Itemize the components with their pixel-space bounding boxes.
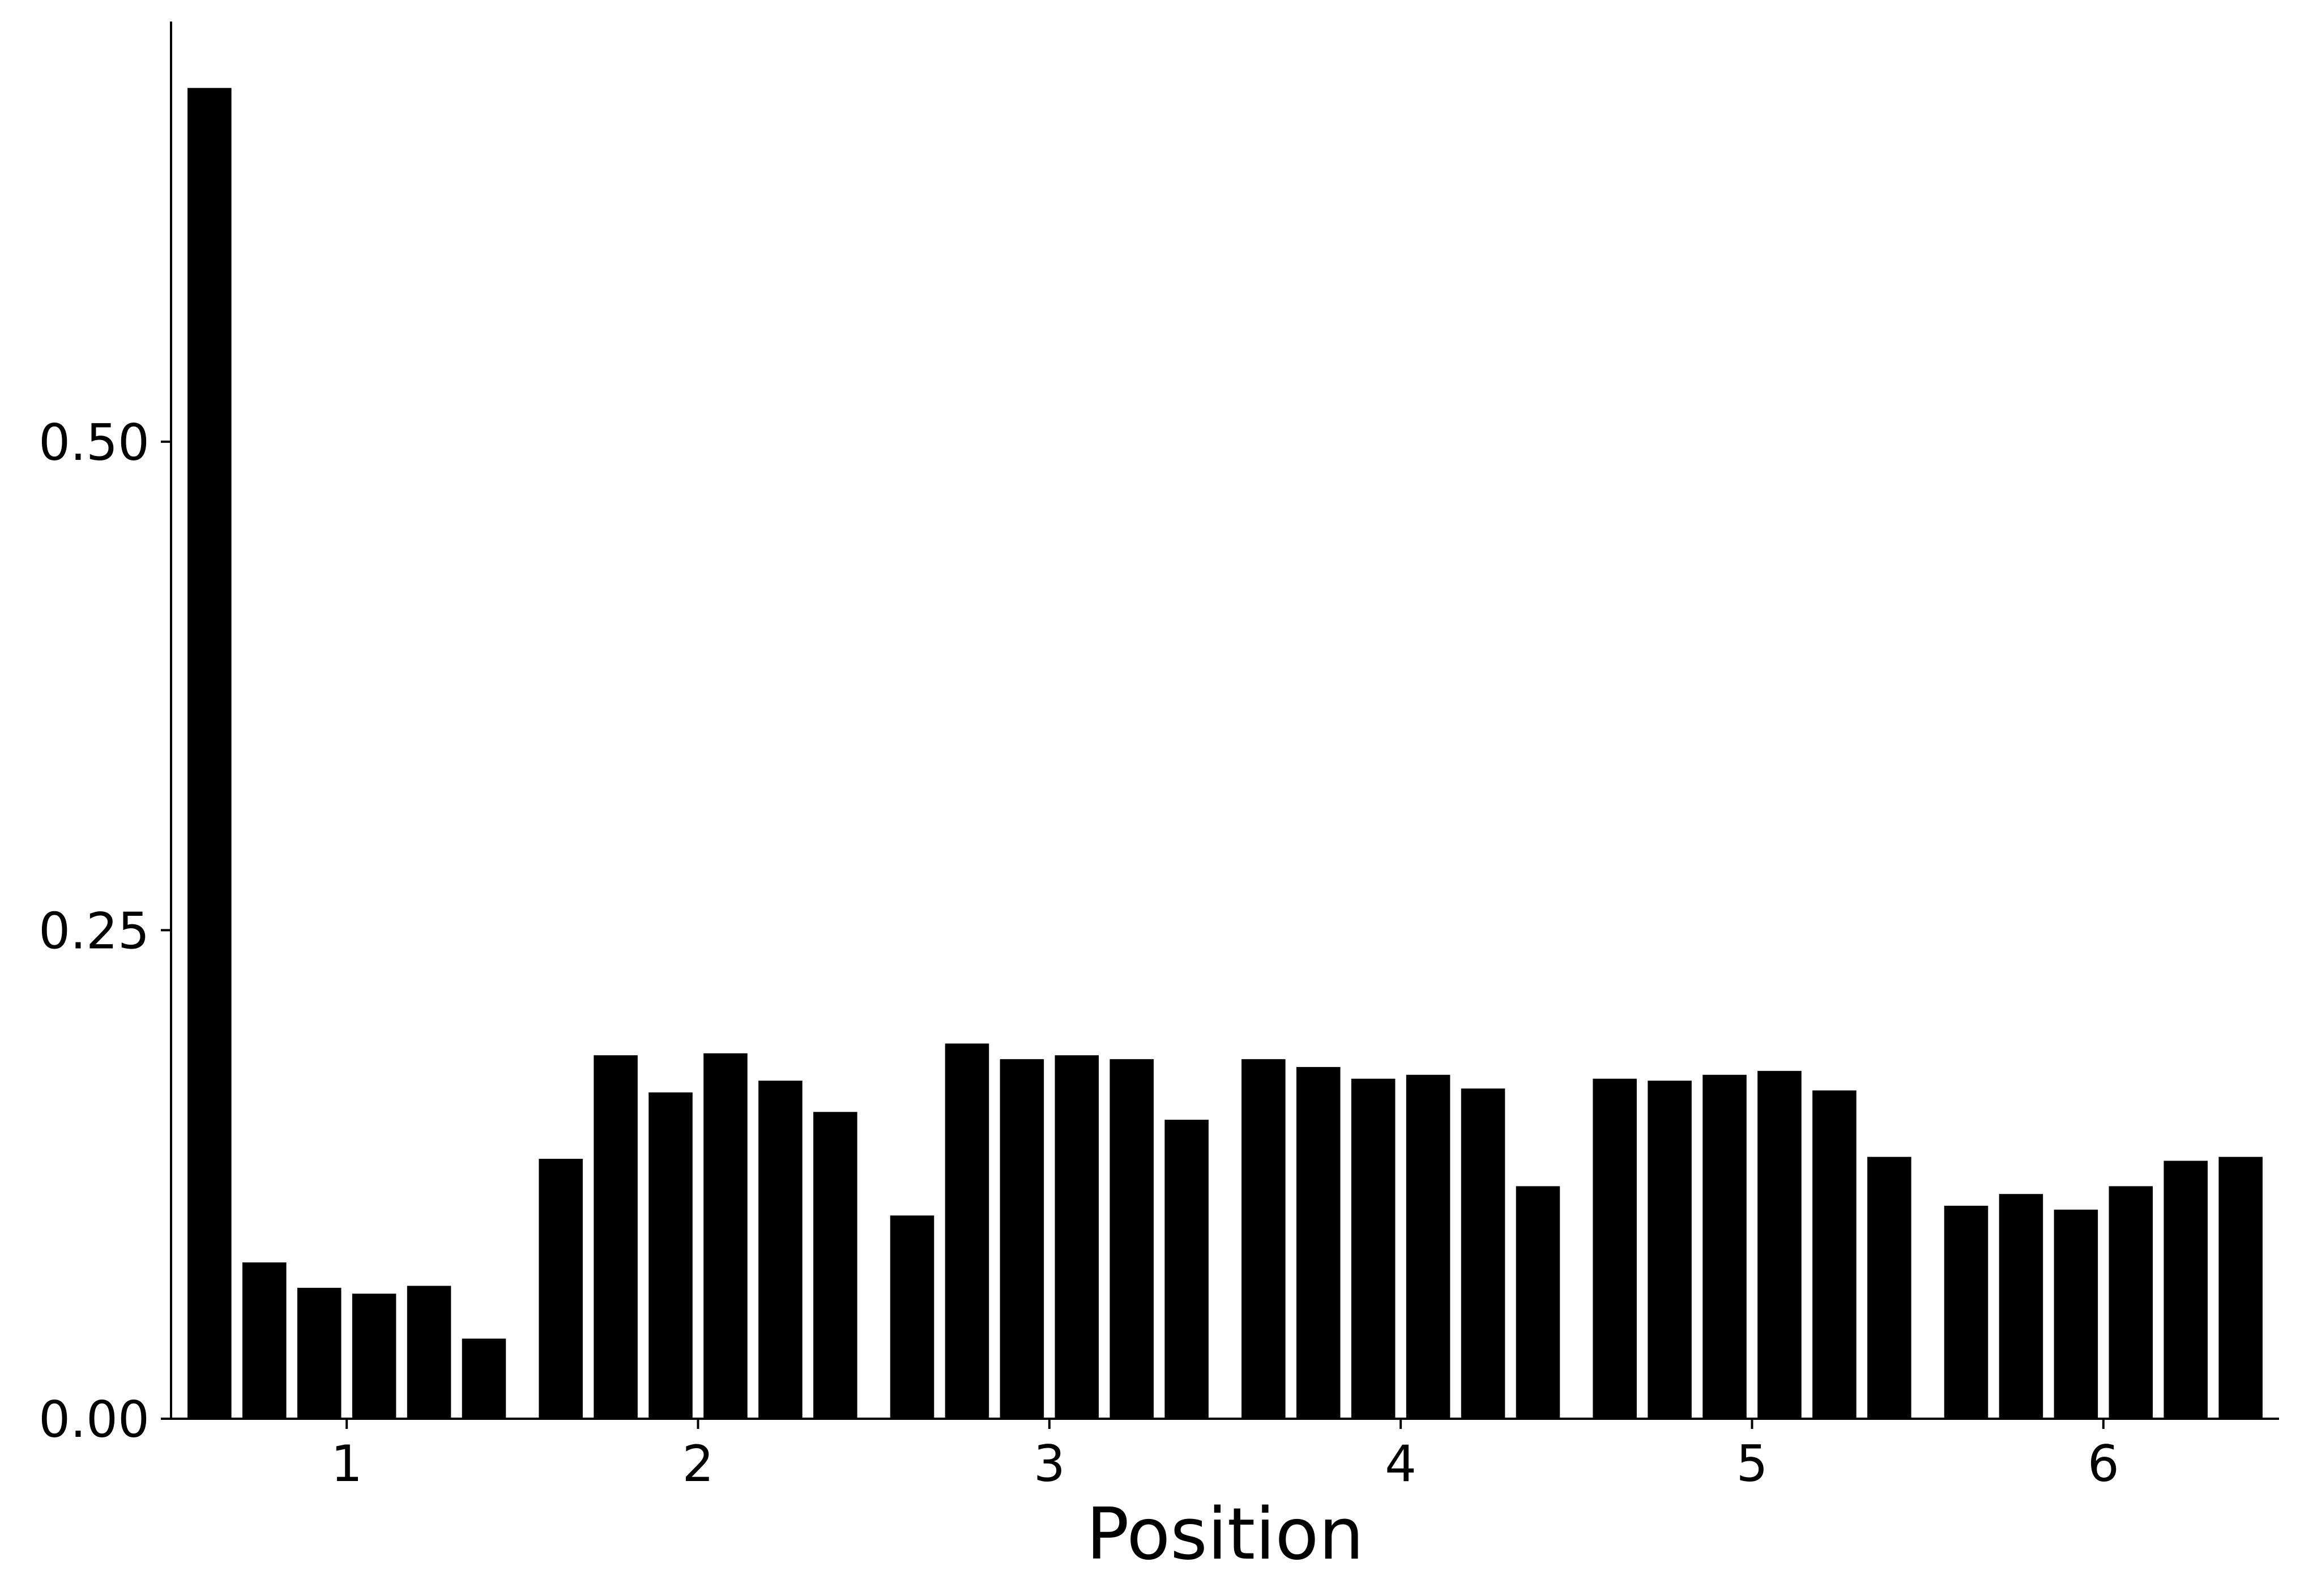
y-tick-label: 0.00 — [39, 1390, 150, 1449]
bar-position-2-1 — [539, 1159, 583, 1419]
bar-position-3-4 — [1055, 1055, 1099, 1419]
x-tick-label: 2 — [682, 1435, 714, 1493]
bar-position-6-1 — [1944, 1205, 1989, 1419]
bar-position-2-3 — [648, 1092, 693, 1419]
bar-position-6-6 — [2218, 1157, 2263, 1419]
bar-position-4-2 — [1296, 1066, 1341, 1419]
x-axis-title: Position — [1086, 1492, 1364, 1576]
bar-position-6-2 — [1999, 1194, 2043, 1419]
bar-position-5-5 — [1812, 1090, 1857, 1419]
x-tick-label: 1 — [331, 1435, 362, 1493]
bar-position-5-1 — [1593, 1078, 1637, 1419]
bar-position-3-1 — [890, 1215, 934, 1419]
bar-position-2-5 — [758, 1081, 803, 1419]
bar-position-4-3 — [1351, 1078, 1396, 1419]
bar-position-1-3 — [297, 1287, 342, 1419]
x-axis-ticks: 1 2 3 4 5 6 — [331, 1419, 2119, 1493]
bar-position-6-4 — [2109, 1186, 2153, 1419]
bar-position-5-6 — [1867, 1157, 1911, 1419]
bar-position-1-2 — [242, 1262, 287, 1419]
bar-position-3-6 — [1164, 1120, 1209, 1419]
x-tick-label: 3 — [1034, 1435, 1065, 1493]
y-tick-label: 0.25 — [39, 902, 150, 960]
bar-position-2-6 — [813, 1112, 857, 1419]
bar-position-6-3 — [2054, 1209, 2098, 1419]
bar-position-3-5 — [1110, 1059, 1154, 1419]
x-tick-label: 5 — [1736, 1435, 1768, 1493]
x-tick-label: 6 — [2088, 1435, 2119, 1493]
bar-position-1-1 — [187, 88, 232, 1419]
bar-position-5-4 — [1757, 1070, 1802, 1419]
bar-position-3-3 — [1000, 1059, 1044, 1419]
y-axis-ticks: 0.00 0.25 0.50 — [39, 413, 171, 1449]
bars-group — [187, 88, 2263, 1419]
bar-position-4-6 — [1516, 1186, 1560, 1419]
bar-position-4-1 — [1241, 1059, 1286, 1419]
x-tick-label: 4 — [1385, 1435, 1416, 1493]
y-tick-label: 0.50 — [39, 413, 150, 472]
bar-position-4-5 — [1461, 1088, 1505, 1419]
bar-position-2-4 — [703, 1053, 748, 1419]
bar-position-2-2 — [594, 1055, 638, 1419]
bar-position-6-5 — [2164, 1160, 2208, 1419]
bar-position-1-6 — [462, 1338, 506, 1419]
bar-position-1-4 — [352, 1294, 396, 1419]
bar-position-1-5 — [407, 1286, 451, 1419]
bar-position-3-2 — [945, 1043, 989, 1419]
bar-position-4-4 — [1406, 1074, 1450, 1419]
bar-position-5-3 — [1702, 1074, 1747, 1419]
bar-position-5-2 — [1648, 1081, 1692, 1419]
